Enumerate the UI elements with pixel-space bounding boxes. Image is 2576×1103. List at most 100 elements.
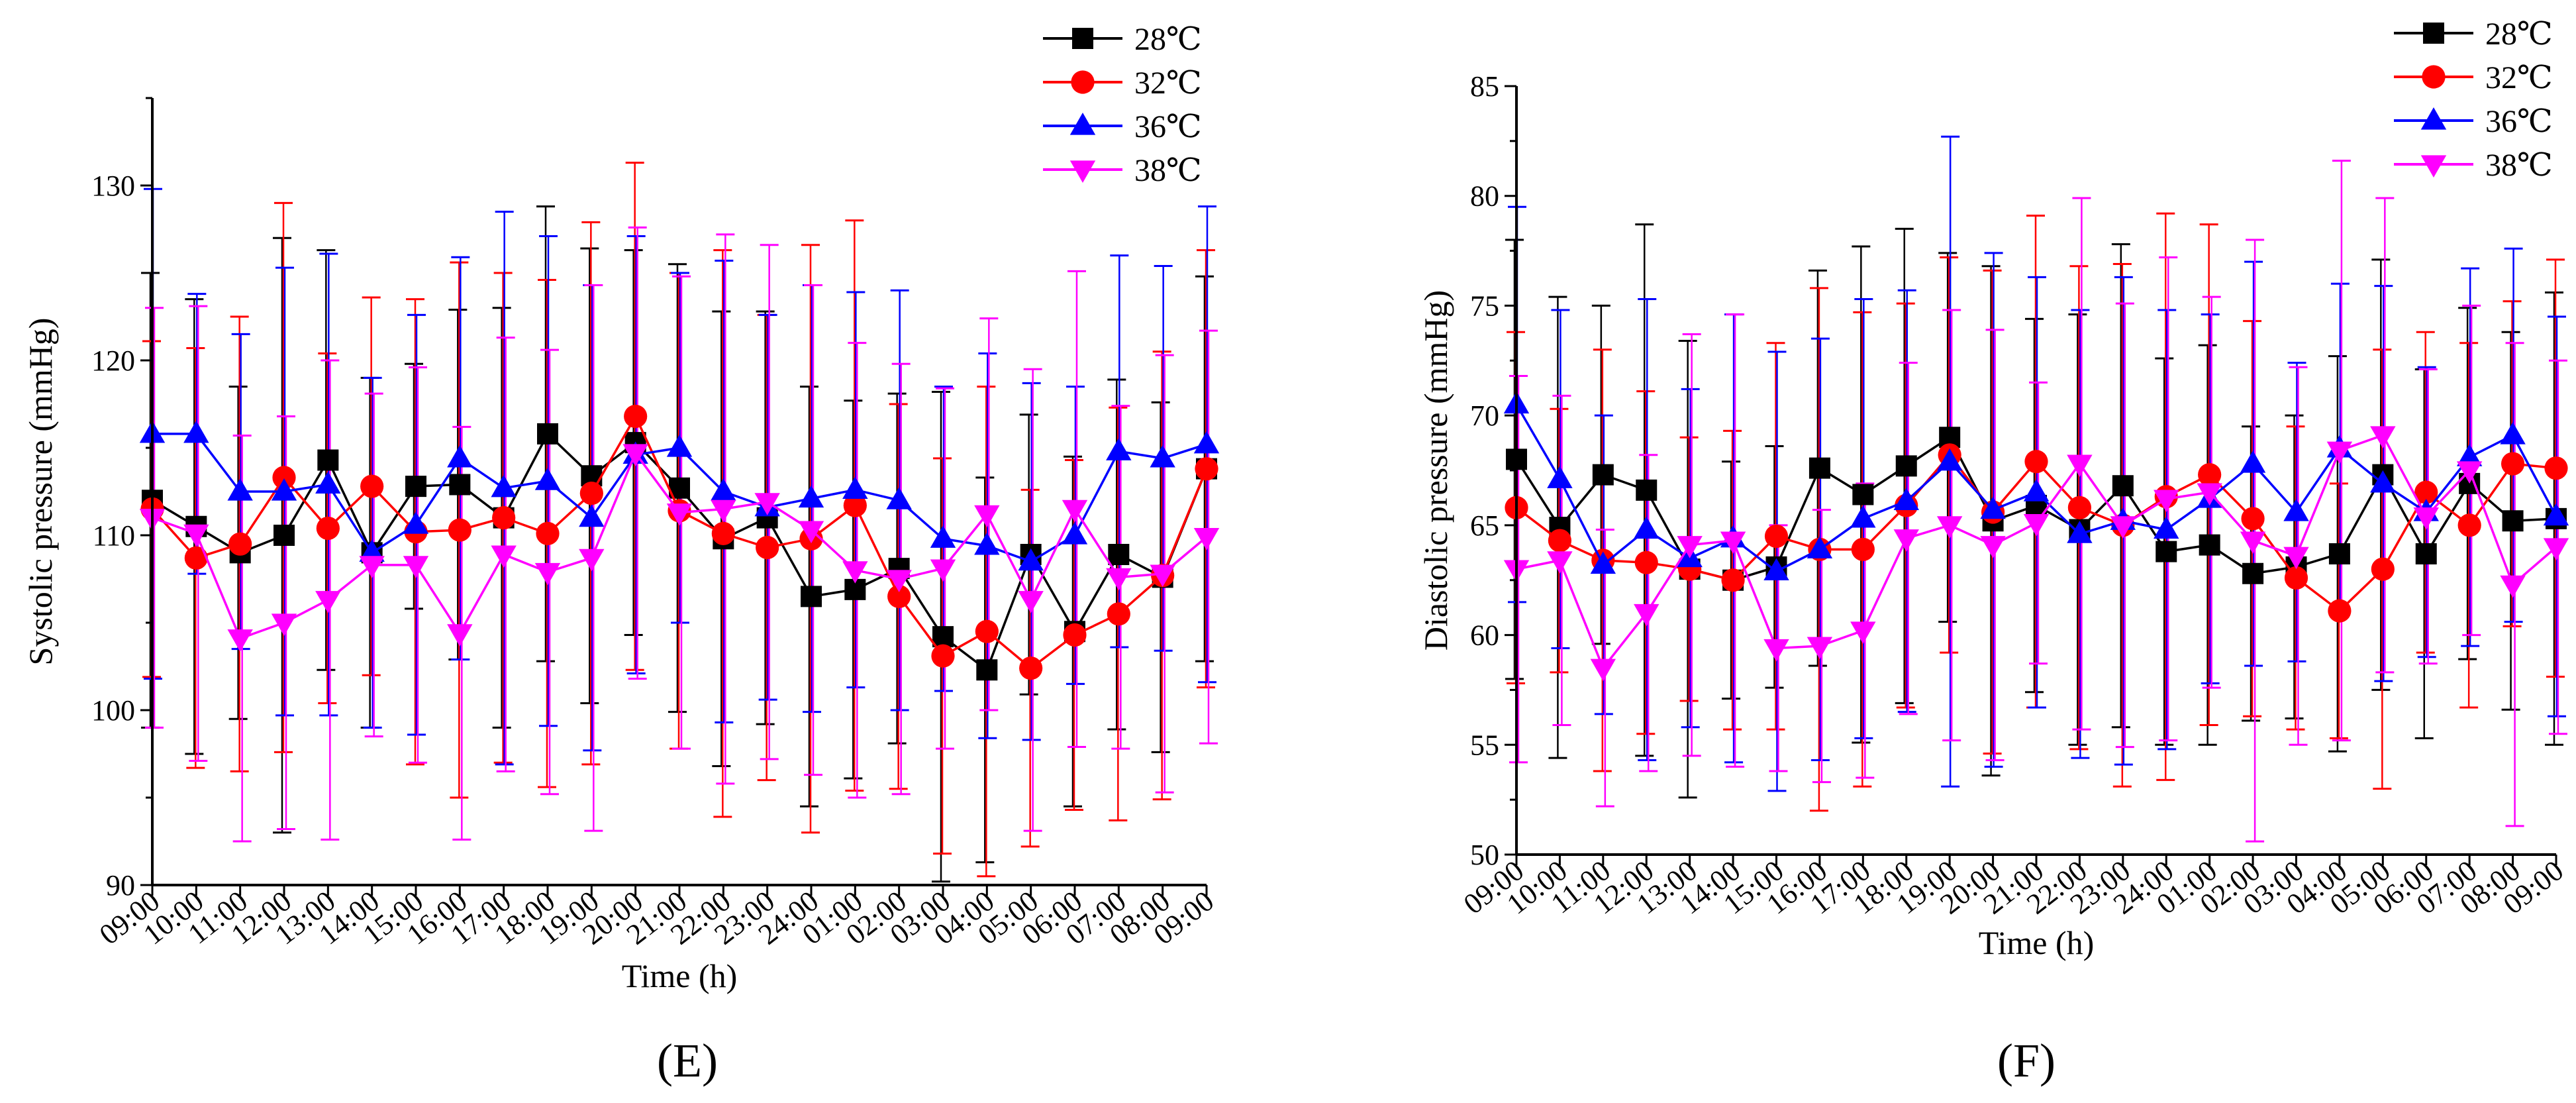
data-point xyxy=(581,465,603,487)
data-point xyxy=(754,493,780,515)
data-point xyxy=(1850,505,1876,528)
data-point xyxy=(622,444,648,466)
legend-label: 32℃ xyxy=(2485,60,2553,95)
data-point xyxy=(579,549,605,572)
data-point xyxy=(976,659,998,681)
data-point xyxy=(1763,639,1789,662)
legend-label: 32℃ xyxy=(1134,66,1202,101)
y-tick-label: 85 xyxy=(1470,70,1499,103)
data-point xyxy=(447,624,473,647)
data-point xyxy=(1807,637,1833,660)
data-point xyxy=(2241,507,2265,531)
data-point xyxy=(271,613,297,636)
data-point xyxy=(974,505,1000,528)
y-tick-label: 110 xyxy=(93,519,135,552)
data-point xyxy=(1939,427,1961,448)
data-point xyxy=(272,466,296,490)
y-tick-label: 90 xyxy=(106,869,135,902)
data-point xyxy=(184,546,208,570)
data-point xyxy=(1018,591,1044,613)
data-point xyxy=(932,626,954,648)
data-point xyxy=(359,556,385,578)
series-line-4 xyxy=(139,444,1220,652)
legend-label: 38℃ xyxy=(1134,153,1202,188)
data-point xyxy=(2067,454,2093,478)
data-point xyxy=(1636,479,1658,501)
data-point xyxy=(711,499,736,523)
data-point xyxy=(2240,450,2266,473)
data-point xyxy=(2500,575,2526,598)
data-point xyxy=(2457,513,2481,537)
data-point xyxy=(1936,516,1963,539)
data-point xyxy=(534,468,561,490)
data-point xyxy=(2326,441,2353,464)
data-point xyxy=(491,474,517,498)
data-point xyxy=(1634,516,1660,539)
data-point xyxy=(624,404,648,429)
data-point xyxy=(491,545,517,568)
data-point xyxy=(2242,562,2264,584)
data-point xyxy=(449,474,471,496)
data-point xyxy=(360,474,384,498)
data-point xyxy=(2112,475,2134,497)
data-point xyxy=(317,449,339,471)
data-point xyxy=(1895,455,1917,477)
data-point xyxy=(2023,513,2050,537)
data-point xyxy=(1980,536,2006,558)
series-4 xyxy=(145,226,1218,843)
data-point xyxy=(1936,448,1963,471)
y-tick-label: 65 xyxy=(1470,509,1499,542)
data-point xyxy=(2110,516,2136,539)
data-point xyxy=(669,477,690,499)
series-3 xyxy=(144,187,1216,766)
data-point xyxy=(1850,621,1876,644)
legend-label: 36℃ xyxy=(2485,104,2553,139)
data-point xyxy=(315,471,341,494)
y-tick-label: 130 xyxy=(91,170,135,202)
legend-label: 38℃ xyxy=(2485,148,2553,183)
x-axis-title: Time (h) xyxy=(1979,924,2095,961)
data-point xyxy=(2240,531,2266,554)
data-point xyxy=(1851,537,1875,561)
data-point xyxy=(2283,498,2309,521)
data-point xyxy=(801,586,822,607)
y-tick-label: 60 xyxy=(1470,619,1499,652)
data-point xyxy=(316,516,340,541)
data-point xyxy=(842,476,868,499)
panel-label: (F) xyxy=(1997,1034,2056,1087)
data-point xyxy=(2067,521,2093,543)
legend-marker xyxy=(2423,23,2444,44)
legend-marker xyxy=(1069,113,1096,135)
panel-f-diastolic-chart: 505560657075808509:0010:0011:0012:0013:0… xyxy=(1417,17,2569,1087)
y-tick-label: 75 xyxy=(1470,289,1499,322)
data-point xyxy=(2023,479,2050,501)
data-point xyxy=(2199,534,2220,556)
data-point xyxy=(1763,558,1789,581)
data-point xyxy=(1106,568,1132,591)
x-axis-title: Time (h) xyxy=(622,957,738,994)
data-point xyxy=(183,420,209,443)
series-1 xyxy=(141,205,1214,883)
data-point xyxy=(2500,421,2526,445)
data-point xyxy=(843,494,867,517)
data-point xyxy=(711,521,735,545)
y-tick-label: 50 xyxy=(1470,839,1499,871)
data-point xyxy=(1634,604,1660,627)
data-point xyxy=(2198,463,2222,487)
data-point xyxy=(886,487,912,509)
data-point xyxy=(1019,657,1043,680)
data-point xyxy=(798,485,824,508)
data-point xyxy=(2413,507,2439,530)
data-point xyxy=(2543,538,2569,560)
legend-label: 36℃ xyxy=(1134,109,1202,144)
data-point xyxy=(1720,531,1746,554)
data-point xyxy=(447,445,473,468)
data-point xyxy=(403,511,429,534)
data-point xyxy=(931,644,955,668)
data-point xyxy=(537,423,558,445)
data-point xyxy=(1062,522,1088,545)
data-point xyxy=(405,476,426,498)
data-point xyxy=(1592,464,1614,486)
data-point xyxy=(536,521,560,545)
data-point xyxy=(2284,566,2308,590)
